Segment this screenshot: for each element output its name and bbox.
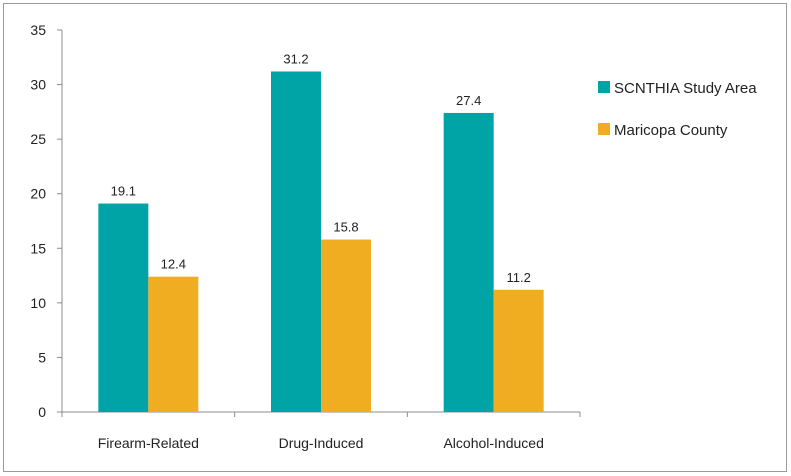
y-tick-label: 10	[30, 295, 46, 311]
bar	[493, 289, 544, 412]
chart-legend: SCNTHIA Study Area Maricopa County	[598, 80, 757, 139]
bar	[443, 112, 494, 412]
y-tick-label: 5	[38, 349, 46, 365]
y-tick-label: 0	[38, 404, 46, 420]
y-axis-ticks: 0 5 10 15 20 25 30 35	[30, 22, 62, 420]
category-label: Drug-Induced	[279, 435, 364, 451]
data-label: 12.4	[161, 257, 186, 272]
y-tick-label: 35	[30, 22, 46, 38]
category-labels: Firearm-Related Drug-Induced Alcohol-Induc…	[98, 435, 544, 451]
y-tick-label: 15	[30, 240, 46, 256]
data-label: 27.4	[456, 93, 481, 108]
bar	[321, 239, 371, 412]
y-tick-label: 25	[30, 131, 46, 147]
bar	[98, 203, 149, 412]
chart-bars	[98, 71, 544, 412]
bar	[271, 71, 321, 412]
y-tick-label: 30	[30, 77, 46, 93]
bar	[148, 276, 199, 412]
data-labels: 19.1 12.4 31.2 15.8 27.4 11.2	[111, 51, 531, 284]
data-label: 31.2	[283, 51, 308, 66]
legend-label: Maricopa County	[614, 122, 728, 139]
data-label: 19.1	[111, 184, 136, 199]
category-label: Alcohol-Induced	[443, 435, 543, 451]
category-label: Firearm-Related	[98, 435, 199, 451]
y-tick-label: 20	[30, 186, 46, 202]
legend-swatch	[598, 123, 610, 135]
legend-swatch	[598, 81, 610, 93]
data-label: 11.2	[506, 270, 530, 285]
data-label: 15.8	[333, 220, 358, 235]
legend-label: SCNTHIA Study Area	[614, 80, 757, 97]
